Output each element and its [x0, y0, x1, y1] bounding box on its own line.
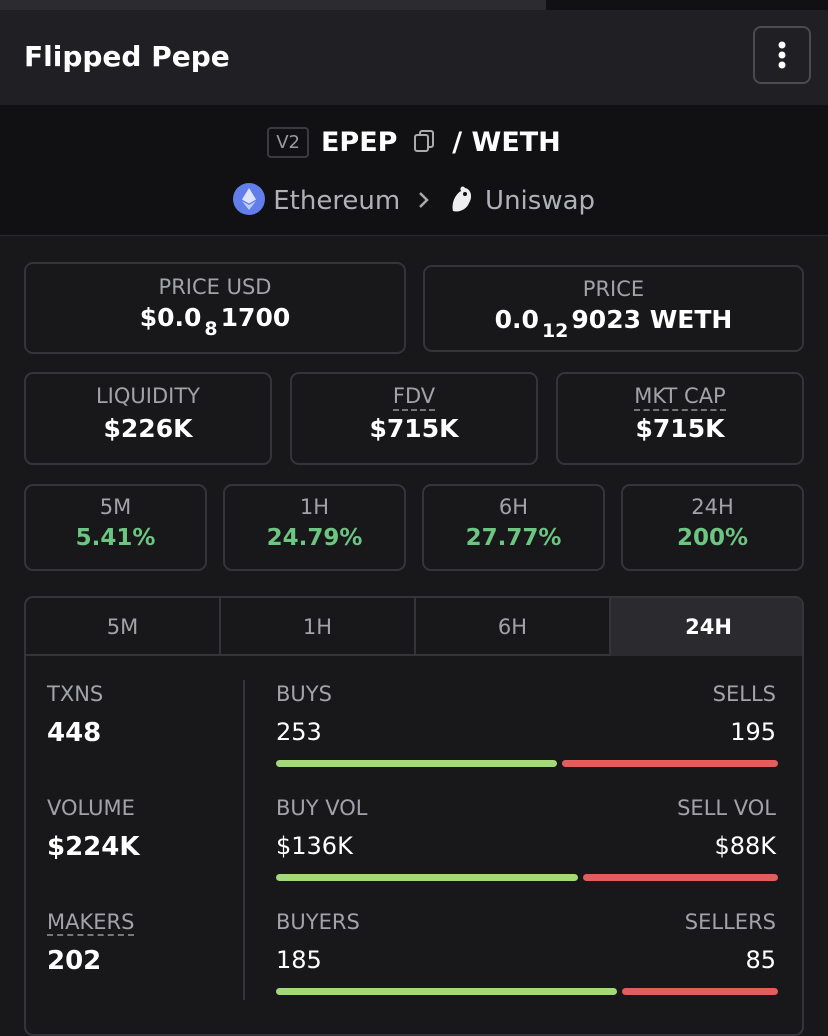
- change-card: 1H 24.79%: [223, 484, 406, 571]
- change-card: 6H 27.77%: [422, 484, 605, 571]
- header: Flipped Pepe: [0, 10, 828, 105]
- right-value: $88K: [714, 832, 776, 860]
- value: 24.79%: [266, 525, 363, 551]
- price-digits: 9023 WETH: [571, 305, 733, 334]
- tab[interactable]: 6H: [416, 598, 611, 656]
- dex-name: Uniswap: [485, 186, 596, 216]
- price-usd-card: PRICE USD $0.0 8 1700: [24, 262, 406, 354]
- ethereum-icon: [232, 183, 265, 215]
- label-text: FDV: [392, 384, 436, 411]
- stat-card: LIQUIDITY $226K: [24, 372, 272, 465]
- label: MKT CAP: [558, 384, 802, 411]
- label: LIQUIDITY: [26, 384, 270, 408]
- price-digits: 1700: [220, 303, 291, 332]
- version-badge: V2: [267, 127, 309, 158]
- summary-label: MAKERS: [47, 910, 135, 936]
- value: 200%: [676, 525, 749, 551]
- summary-value: $224K: [47, 832, 140, 862]
- uniswap-icon: [452, 186, 471, 212]
- left-value: $136K: [276, 832, 353, 860]
- left-bar: [276, 874, 578, 881]
- left-bar: [276, 988, 617, 995]
- tab[interactable]: 1H: [221, 598, 416, 656]
- tab[interactable]: 5M: [26, 598, 221, 656]
- change-card: 24H 200%: [621, 484, 804, 571]
- right-bar: [561, 760, 778, 767]
- right-label: SELLS: [712, 682, 776, 706]
- pair-section: V2 EPEP / WETH Ethereum Uniswap: [0, 105, 828, 236]
- menu-button[interactable]: [753, 26, 811, 84]
- stat-card: FDV $715K: [290, 372, 538, 465]
- tab[interactable]: 24H: [611, 598, 802, 656]
- separator: /: [452, 127, 463, 158]
- label: PRICE: [582, 277, 645, 301]
- label: 6H: [498, 495, 529, 519]
- price-prefix: 0.0: [494, 305, 539, 334]
- label-text: LIQUIDITY: [95, 384, 200, 408]
- stat-card: MKT CAP $715K: [556, 372, 804, 465]
- label: 1H: [299, 495, 330, 519]
- left-label: BUYERS: [276, 910, 360, 934]
- value: 0.0 12 9023 WETH: [425, 305, 802, 342]
- value: 27.77%: [465, 525, 562, 551]
- right-label: SELLERS: [684, 910, 776, 934]
- price-prefix: $0.0: [139, 303, 202, 332]
- copy-icon[interactable]: [413, 129, 437, 153]
- chain-name: Ethereum: [273, 186, 401, 216]
- value: $0.0 8 1700: [26, 303, 404, 340]
- summary-value: 202: [47, 946, 102, 976]
- summary-label: VOLUME: [47, 796, 135, 820]
- title: Flipped Pepe: [24, 40, 230, 73]
- value: $715K: [635, 414, 725, 443]
- price-card: PRICE 0.0 12 9023 WETH: [423, 265, 804, 352]
- menu-icon: [778, 41, 786, 69]
- label: FDV: [292, 384, 536, 411]
- zero-count: 12: [541, 320, 569, 342]
- right-label: SELL VOL: [677, 796, 776, 820]
- summary-value: 448: [47, 718, 102, 748]
- label: PRICE USD: [158, 275, 272, 299]
- value: 5.41%: [75, 525, 156, 551]
- pair-line: V2 EPEP / WETH: [0, 127, 828, 158]
- left-bar: [276, 760, 557, 767]
- right-value: 195: [730, 718, 776, 746]
- venue-line: Ethereum Uniswap: [0, 177, 828, 216]
- right-value: 85: [745, 946, 776, 974]
- zero-count: 8: [204, 318, 218, 340]
- label-text: MKT CAP: [634, 384, 726, 411]
- quote-symbol: WETH: [471, 127, 561, 158]
- value: $715K: [369, 414, 459, 443]
- value: $226K: [103, 414, 193, 443]
- chevron-icon: [418, 192, 429, 208]
- top-strip: [0, 0, 828, 10]
- right-bar: [582, 874, 778, 881]
- change-card: 5M 5.41%: [24, 484, 207, 571]
- right-bar: [621, 988, 778, 995]
- left-label: BUY VOL: [276, 796, 368, 820]
- base-symbol: EPEP: [320, 127, 398, 158]
- tab-bar: 5M 1H 6H 24H: [26, 598, 802, 656]
- label: 5M: [99, 495, 132, 519]
- divider: [243, 680, 245, 1000]
- left-value: 253: [276, 718, 322, 746]
- left-value: 185: [276, 946, 322, 974]
- left-label: BUYS: [276, 682, 332, 706]
- summary-label: TXNS: [47, 682, 104, 706]
- txn-panel: 5M 1H 6H 24H TXNS 448 VOLUME $224K MAKERS 202 BU…: [24, 596, 804, 1036]
- label: 24H: [691, 495, 734, 519]
